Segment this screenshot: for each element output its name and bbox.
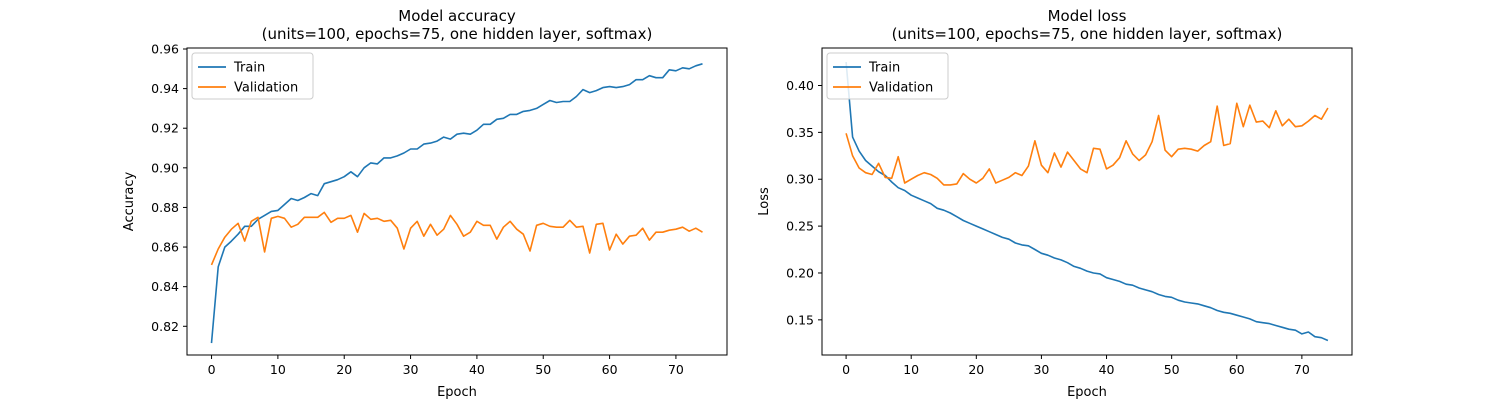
loss-x-tick-label: 60	[1229, 362, 1245, 377]
loss-x-axis-label: Epoch	[1067, 385, 1107, 400]
loss-y-axis-label: Loss	[757, 187, 772, 216]
accuracy-y-tick-label: 0.92	[151, 121, 179, 136]
loss-x-tick-label: 40	[1099, 362, 1115, 377]
accuracy-y-tick-label: 0.82	[151, 319, 179, 334]
accuracy-chart: Model accuracy(units=100, epochs=75, one…	[122, 7, 728, 400]
accuracy-chart-title: Model accuracy	[398, 7, 516, 25]
loss-y-tick-label: 0.35	[786, 125, 814, 140]
accuracy-x-tick-label: 0	[208, 362, 216, 377]
accuracy-plot-frame	[186, 47, 728, 356]
accuracy-chart-subtitle: (units=100, epochs=75, one hidden layer,…	[262, 25, 653, 43]
loss-x-tick-label: 30	[1033, 362, 1049, 377]
accuracy-y-tick-label: 0.90	[151, 160, 179, 175]
loss-legend-train-label: Train	[868, 61, 900, 76]
accuracy-x-tick-label: 40	[469, 362, 485, 377]
accuracy-x-tick-label: 30	[403, 362, 419, 377]
loss-y-tick-label: 0.15	[786, 312, 814, 327]
accuracy-legend-train-label: Train	[233, 61, 265, 76]
loss-x-tick-label: 0	[842, 362, 850, 377]
loss-x-tick-label: 70	[1294, 362, 1310, 377]
loss-x-tick-label: 50	[1164, 362, 1180, 377]
accuracy-series-validation-line	[210, 211, 703, 266]
loss-y-tick-label: 0.30	[786, 172, 814, 187]
loss-series-validation-line	[845, 102, 1329, 186]
accuracy-x-tick-label: 20	[336, 362, 352, 377]
accuracy-y-tick-label: 0.86	[151, 240, 179, 255]
loss-plot-frame	[821, 47, 1353, 356]
accuracy-series-train-line	[210, 63, 703, 344]
accuracy-legend: Train Validation	[191, 52, 314, 100]
loss-chart: Model loss(units=100, epochs=75, one hid…	[757, 7, 1353, 400]
loss-y-tick-label: 0.40	[786, 78, 814, 93]
loss-legend: Train Validation	[826, 52, 949, 100]
loss-y-tick-label: 0.25	[786, 219, 814, 234]
loss-legend-validation-label: Validation	[869, 81, 933, 96]
accuracy-y-tick-label: 0.88	[151, 200, 179, 215]
accuracy-y-tick-label: 0.96	[151, 41, 179, 56]
loss-chart-title: Model loss	[1048, 7, 1127, 25]
loss-series-train-line	[845, 62, 1329, 342]
accuracy-legend-validation-label: Validation	[234, 81, 298, 96]
accuracy-x-tick-label: 60	[602, 362, 618, 377]
loss-x-tick-label: 20	[968, 362, 984, 377]
accuracy-y-tick-label: 0.94	[151, 81, 179, 96]
loss-chart-subtitle: (units=100, epochs=75, one hidden layer,…	[892, 25, 1283, 43]
accuracy-y-tick-label: 0.84	[151, 279, 179, 294]
accuracy-x-tick-label: 70	[668, 362, 684, 377]
accuracy-x-tick-label: 50	[535, 362, 551, 377]
accuracy-x-axis-label: Epoch	[437, 385, 477, 400]
accuracy-y-axis-label: Accuracy	[122, 172, 137, 232]
loss-y-tick-label: 0.20	[786, 265, 814, 280]
loss-x-tick-label: 10	[903, 362, 919, 377]
accuracy-x-tick-label: 10	[270, 362, 286, 377]
